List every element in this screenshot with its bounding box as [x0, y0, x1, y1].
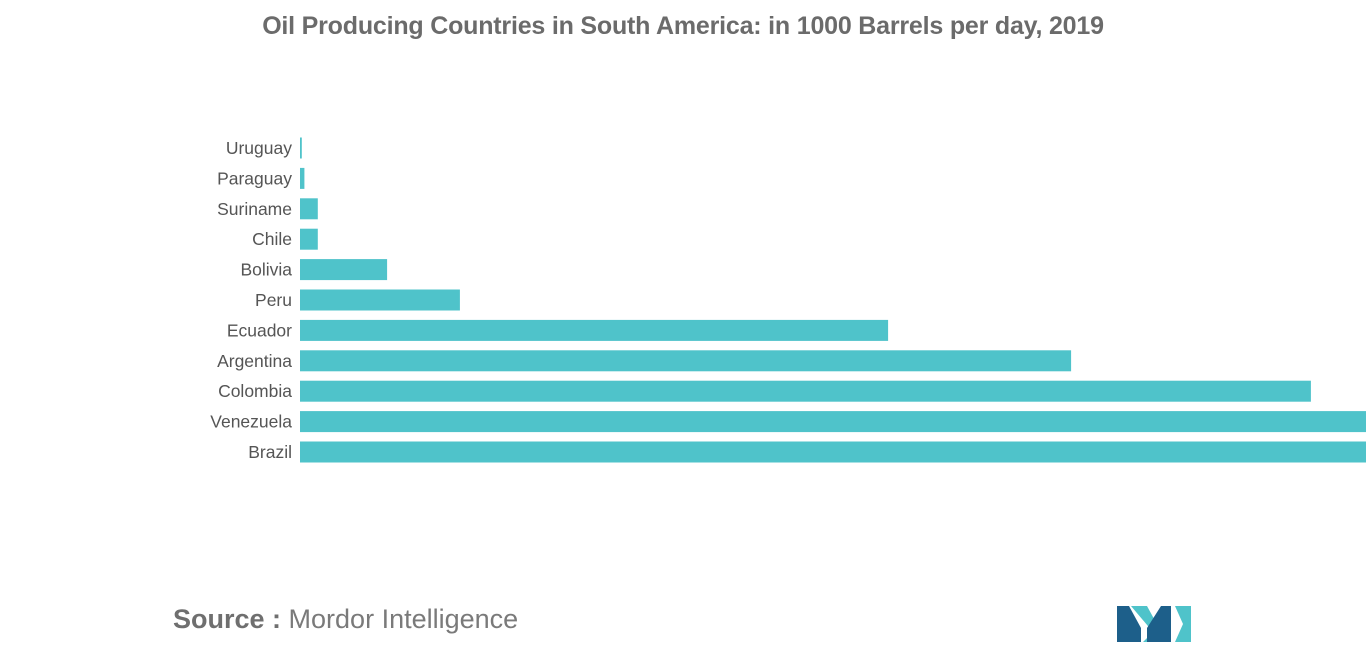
category-label-bolivia: Bolivia [240, 260, 292, 280]
source-text: Mordor Intelligence [288, 604, 519, 634]
logo-shape-left [1117, 606, 1141, 642]
source-line: Source : Mordor Intelligence [173, 604, 518, 635]
bar-paraguay [300, 167, 305, 189]
category-label-brazil: Brazil [248, 442, 292, 462]
bar-venezuela [300, 411, 1366, 433]
category-label-uruguay: Uruguay [226, 138, 292, 158]
logo-shape-right [1175, 606, 1191, 642]
category-label-paraguay: Paraguay [217, 168, 292, 188]
bar-brazil [300, 441, 1366, 463]
category-label-chile: Chile [252, 229, 292, 249]
bar-colombia [300, 380, 1311, 402]
logo-shape-mid-dark [1147, 606, 1171, 642]
bar-chile [300, 228, 318, 250]
category-label-venezuela: Venezuela [210, 412, 292, 432]
category-label-peru: Peru [255, 290, 292, 310]
category-label-ecuador: Ecuador [227, 320, 292, 340]
source-label: Source : [173, 604, 282, 634]
bar-suriname [300, 198, 318, 220]
chart-title: Oil Producing Countries in South America… [262, 12, 1104, 40]
bar-ecuador [300, 319, 889, 341]
category-label-argentina: Argentina [217, 351, 292, 371]
mordor-intelligence-logo-icon [1117, 606, 1191, 642]
bar-uruguay [300, 137, 302, 159]
category-label-colombia: Colombia [218, 381, 292, 401]
bar-bolivia [300, 259, 388, 281]
bar-argentina [300, 350, 1072, 372]
bar-peru [300, 289, 460, 311]
category-label-suriname: Suriname [217, 199, 292, 219]
